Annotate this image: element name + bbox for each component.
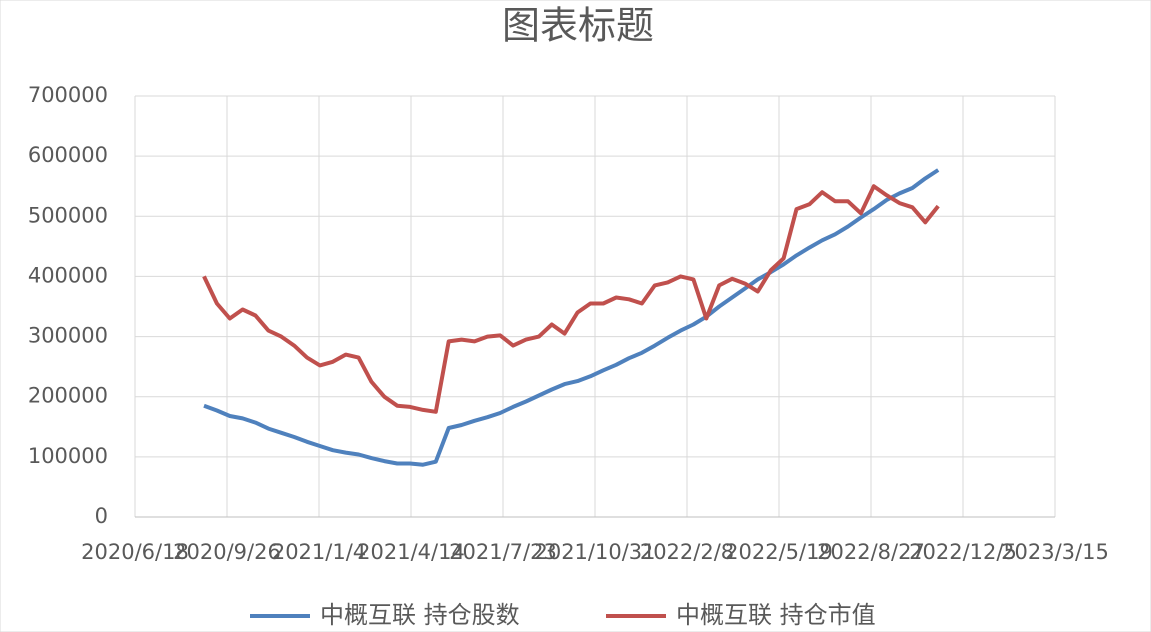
x-tick-label: 2021/7/23 <box>449 540 557 564</box>
y-tick-label: 500000 <box>28 203 108 227</box>
series-line <box>202 184 940 414</box>
x-tick-label: 2021/4/14 <box>357 540 465 564</box>
y-tick-label: 200000 <box>28 384 108 408</box>
y-tick-label: 400000 <box>28 263 108 287</box>
legend-label: 中概互联 持仓市值 <box>676 601 876 629</box>
series-line <box>203 168 940 467</box>
y-tick-label: 600000 <box>28 143 108 167</box>
x-tick-label: 2021/1/4 <box>272 540 366 564</box>
y-tick-label: 0 <box>95 504 108 528</box>
x-tick-label: 2021/10/31 <box>534 540 655 564</box>
y-tick-label: 300000 <box>28 324 108 348</box>
x-tick-label: 2022/8/27 <box>817 540 925 564</box>
x-tick-label: 2023/3/15 <box>1001 540 1109 564</box>
x-tick-label: 2022/5/19 <box>725 540 833 564</box>
y-tick-label: 700000 <box>28 83 108 107</box>
chart-title: 图表标题 <box>502 4 654 48</box>
x-tick-label: 2022/2/8 <box>640 540 734 564</box>
legend-label: 中概互联 持仓股数 <box>320 601 520 629</box>
x-tick-label: 2020/9/26 <box>173 540 281 564</box>
x-tick-label: 2020/6/18 <box>81 540 189 564</box>
x-tick-label: 2022/12/5 <box>909 540 1017 564</box>
y-tick-label: 100000 <box>28 444 108 468</box>
